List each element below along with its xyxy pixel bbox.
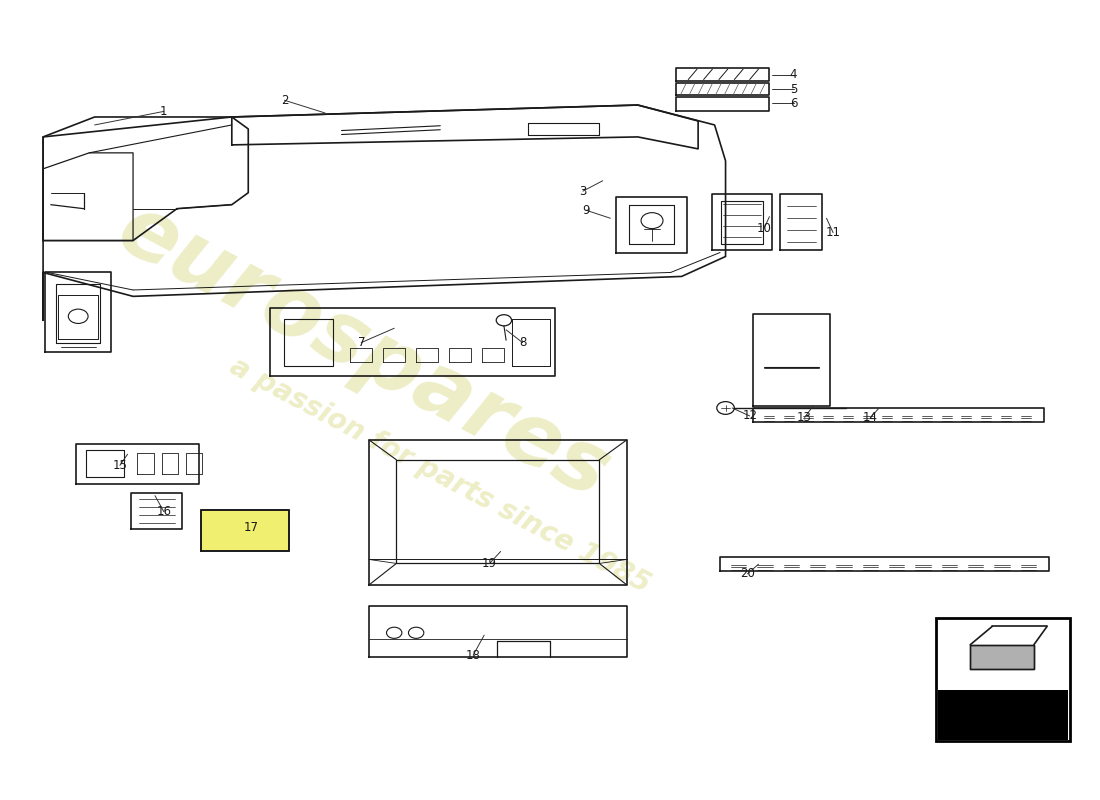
Text: 857 03: 857 03 <box>966 706 1041 725</box>
Text: 19: 19 <box>482 557 497 570</box>
Text: 9: 9 <box>583 204 590 217</box>
Polygon shape <box>201 510 289 551</box>
Text: 18: 18 <box>465 649 481 662</box>
Text: 8: 8 <box>519 336 526 349</box>
Text: 11: 11 <box>826 226 840 239</box>
Text: 5: 5 <box>790 82 798 95</box>
Text: 12: 12 <box>742 410 757 422</box>
FancyBboxPatch shape <box>938 690 1068 740</box>
Text: 4: 4 <box>790 68 798 82</box>
Text: 7: 7 <box>358 336 365 349</box>
Text: 1: 1 <box>160 105 167 118</box>
Text: 3: 3 <box>580 185 586 198</box>
Text: 2: 2 <box>280 94 288 106</box>
Text: 15: 15 <box>112 459 128 472</box>
Text: 20: 20 <box>740 567 755 580</box>
Text: 13: 13 <box>798 411 812 424</box>
Text: 14: 14 <box>862 411 878 424</box>
Text: eurospares: eurospares <box>103 188 624 517</box>
Text: 17: 17 <box>244 521 260 534</box>
Text: a passion for parts since 1985: a passion for parts since 1985 <box>226 353 656 599</box>
Polygon shape <box>970 645 1034 669</box>
Text: 6: 6 <box>790 97 798 110</box>
Text: 16: 16 <box>156 505 172 518</box>
Text: 10: 10 <box>757 222 771 235</box>
